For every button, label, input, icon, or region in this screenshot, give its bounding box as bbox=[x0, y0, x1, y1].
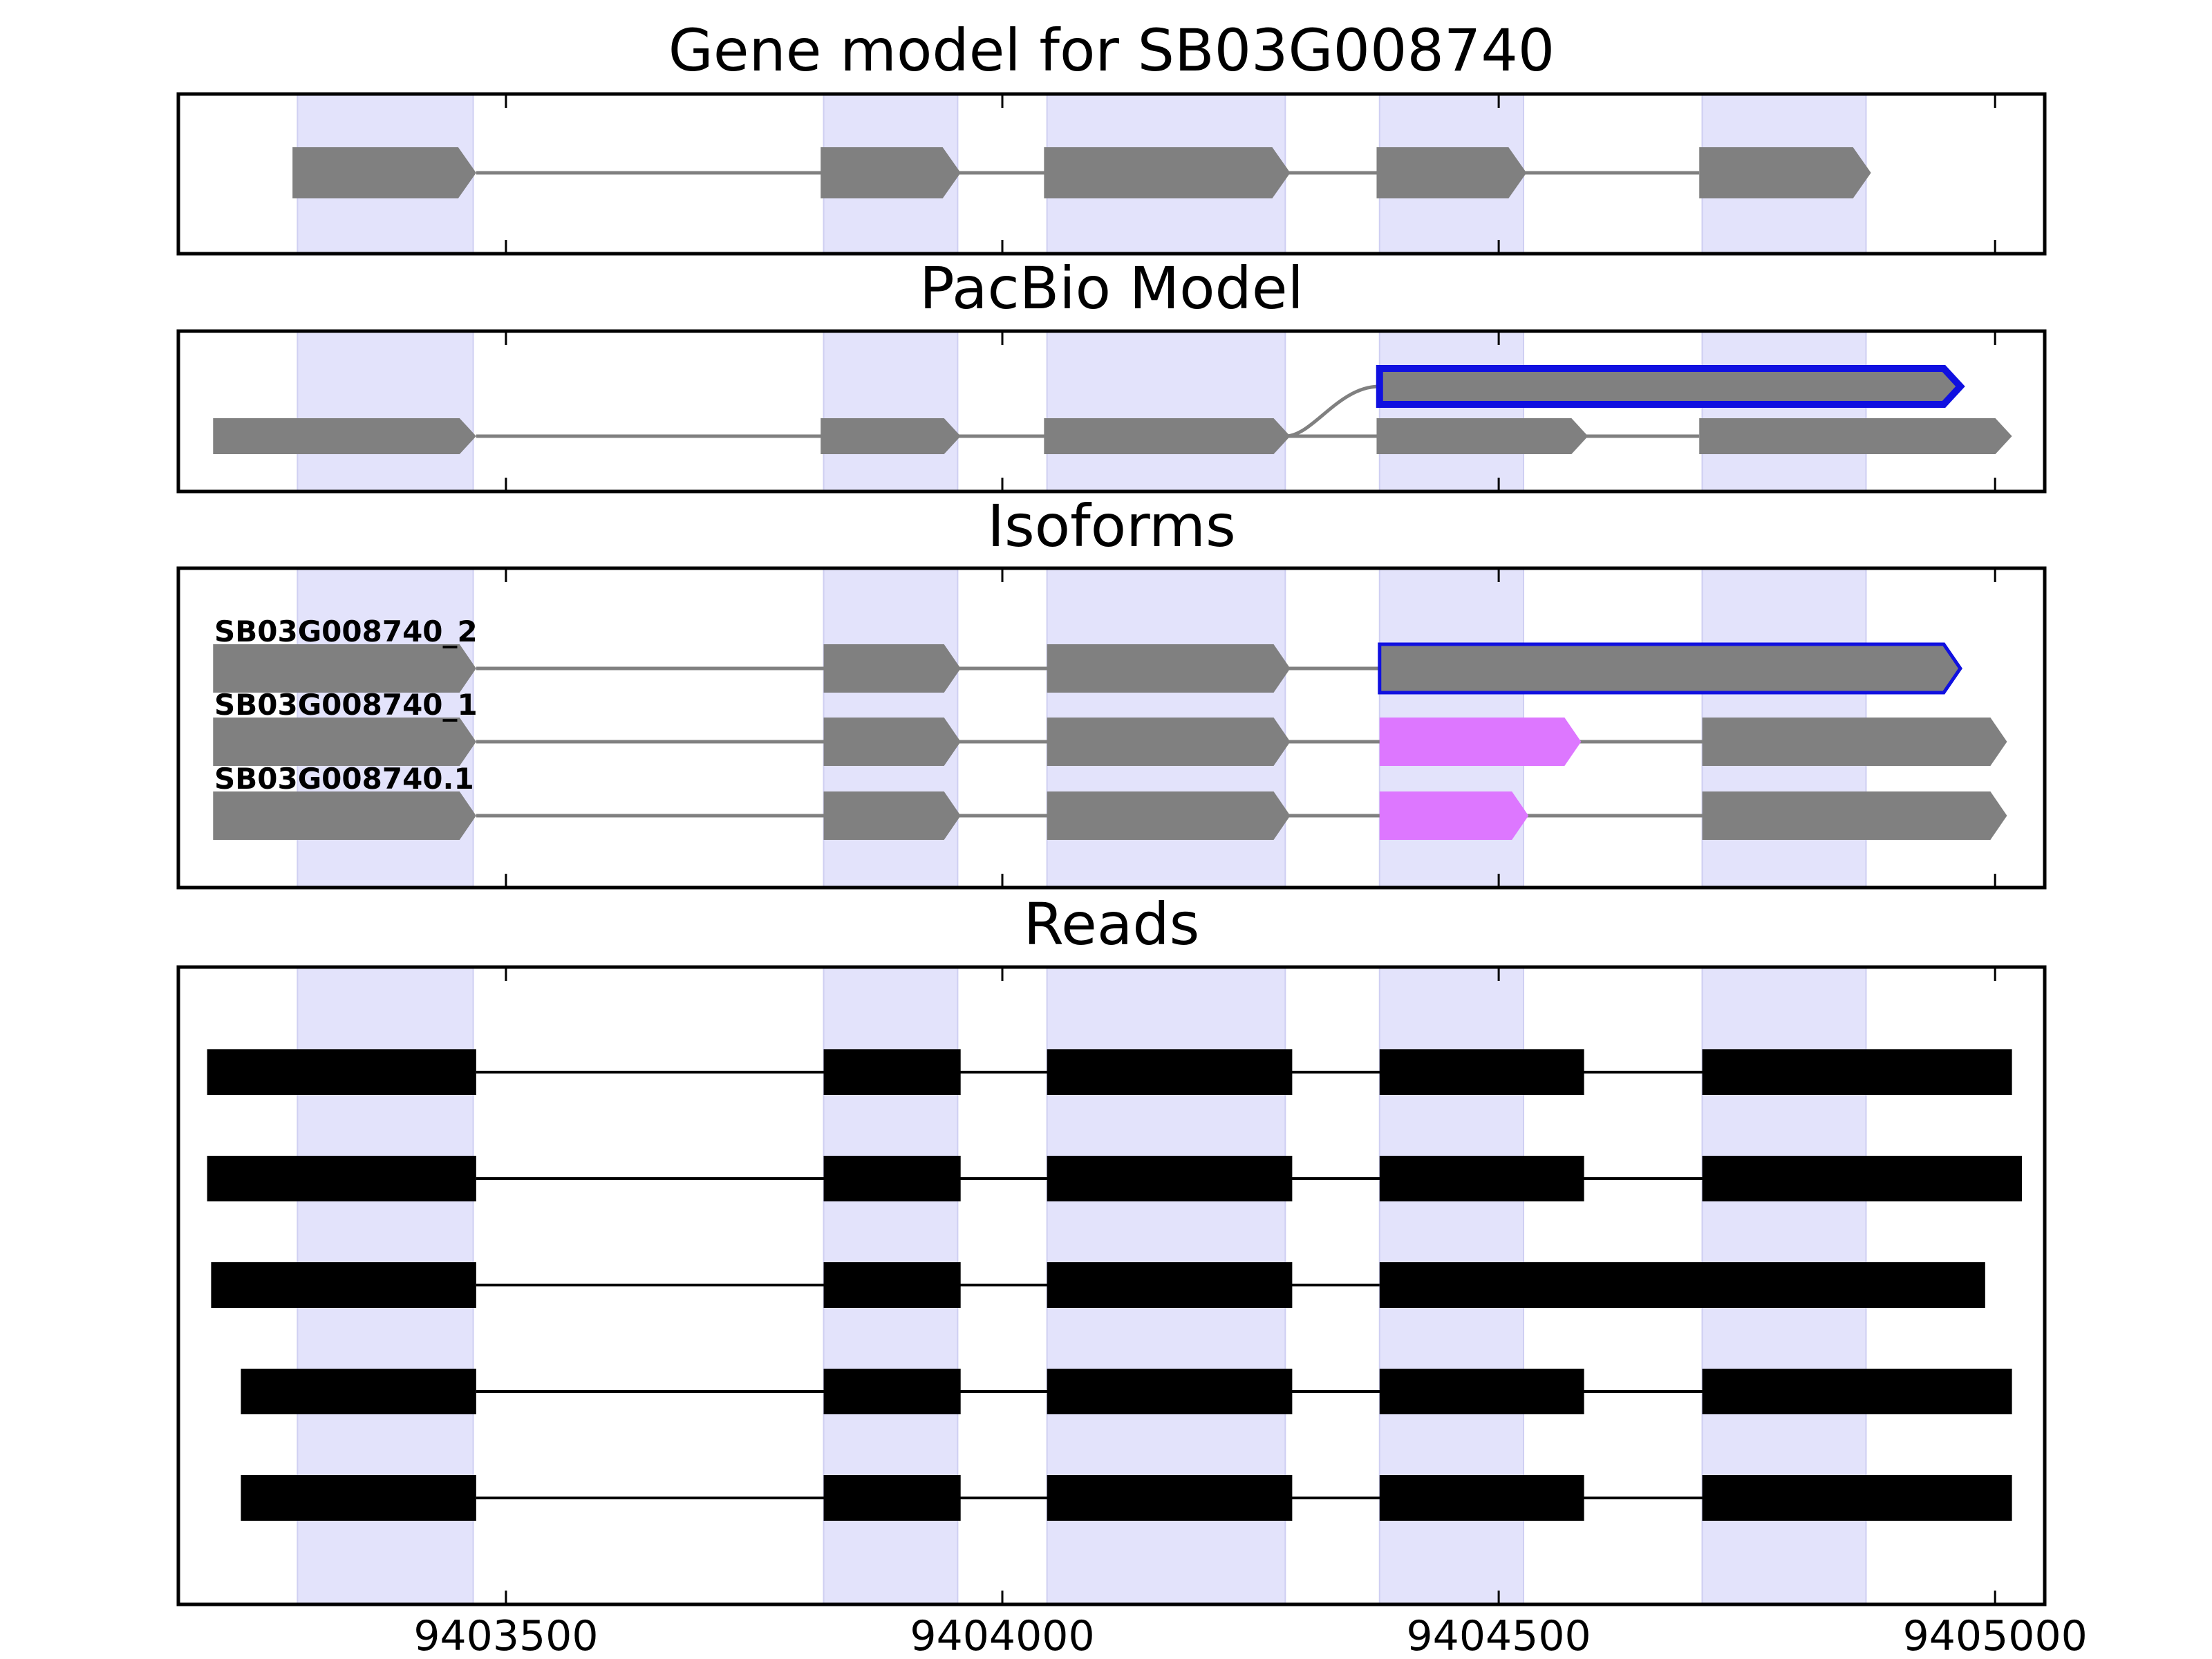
gene-model-frame bbox=[176, 92, 2047, 256]
gene-model-title: Gene model for SB03G008740 bbox=[668, 17, 1555, 84]
read-block bbox=[211, 1262, 476, 1308]
reads-panel: Reads bbox=[176, 890, 2047, 1606]
read-block bbox=[1702, 1049, 2012, 1095]
isoforms-title: Isoforms bbox=[987, 492, 1236, 560]
read-block bbox=[241, 1369, 476, 1414]
exon-band bbox=[297, 330, 474, 492]
exon-band bbox=[1378, 330, 1525, 492]
transcript-track: SB03G008740_1 bbox=[213, 688, 2007, 766]
isoforms-frame bbox=[176, 566, 2047, 890]
read-block bbox=[1702, 1369, 2012, 1414]
exon bbox=[213, 644, 476, 693]
transcript-track bbox=[292, 147, 1871, 198]
read-track bbox=[241, 1475, 2012, 1521]
reads-title: Reads bbox=[1024, 890, 1200, 958]
exon bbox=[1047, 644, 1291, 693]
exon bbox=[1376, 418, 1588, 454]
exon bbox=[1702, 718, 2007, 766]
read-track bbox=[211, 1262, 1985, 1308]
read-block bbox=[1047, 1369, 1293, 1414]
read-block bbox=[1379, 1262, 1985, 1308]
isoform-label: SB03G008740_1 bbox=[214, 688, 478, 722]
exon bbox=[1044, 147, 1291, 198]
read-block bbox=[1702, 1475, 2012, 1521]
highlight-exon bbox=[1378, 642, 1962, 695]
read-block bbox=[1702, 1156, 2022, 1201]
read-block bbox=[823, 1049, 961, 1095]
read-block bbox=[1379, 1369, 1584, 1414]
isoform-label: SB03G008740_2 bbox=[214, 615, 478, 648]
pacbio-model-frame bbox=[176, 329, 2047, 494]
exon bbox=[213, 718, 476, 766]
alt-exon bbox=[1379, 718, 1582, 766]
read-block bbox=[823, 1156, 961, 1201]
read-block bbox=[1379, 1156, 1584, 1201]
transcript-track bbox=[213, 418, 2012, 454]
highlight-exon bbox=[1376, 365, 1965, 408]
exon-band bbox=[1046, 330, 1286, 492]
read-block bbox=[241, 1475, 476, 1521]
pacbio-model-panel: PacBio Model bbox=[176, 254, 2047, 494]
read-block bbox=[207, 1156, 476, 1201]
isoforms-panel: Isoforms SB03G008740_2 SB03G008740_1 SB03G0… bbox=[176, 492, 2047, 890]
exon bbox=[1044, 418, 1291, 454]
transcript-track: SB03G008740.1 bbox=[213, 762, 2007, 840]
x-tick-label: 9403500 bbox=[413, 1612, 598, 1659]
reads-frame bbox=[176, 965, 2047, 1606]
gene-model-panel: Gene model for SB03G008740 bbox=[176, 17, 2047, 256]
exon bbox=[1699, 147, 1871, 198]
read-block bbox=[207, 1049, 476, 1095]
exon bbox=[213, 418, 476, 454]
exon-band bbox=[1701, 330, 1867, 492]
read-block bbox=[1047, 1475, 1293, 1521]
exon bbox=[1376, 147, 1527, 198]
exon bbox=[823, 644, 961, 693]
read-block bbox=[1379, 1475, 1584, 1521]
exon bbox=[823, 718, 961, 766]
exon bbox=[823, 791, 961, 840]
alt-exon bbox=[1379, 791, 1529, 840]
read-block bbox=[823, 1475, 961, 1521]
exon bbox=[1702, 791, 2007, 840]
branch-connector bbox=[1285, 384, 1380, 438]
read-track bbox=[207, 1049, 2012, 1095]
read-track bbox=[241, 1369, 2012, 1414]
exon bbox=[1047, 791, 1291, 840]
exon-band bbox=[823, 330, 959, 492]
read-track bbox=[207, 1156, 2022, 1201]
read-block bbox=[823, 1369, 961, 1414]
x-tick-label: 9404500 bbox=[1406, 1612, 1591, 1659]
transcript-track bbox=[1285, 365, 1965, 438]
isoform-label: SB03G008740.1 bbox=[214, 762, 474, 796]
read-block bbox=[1379, 1049, 1584, 1095]
exon bbox=[213, 791, 476, 840]
exon bbox=[1699, 418, 2012, 454]
exon bbox=[1047, 718, 1291, 766]
pacbio-model-title: PacBio Model bbox=[919, 254, 1304, 322]
read-block bbox=[1047, 1262, 1293, 1308]
x-tick-label: 9405000 bbox=[1903, 1612, 2088, 1659]
transcript-track: SB03G008740_2 bbox=[213, 615, 1962, 695]
read-block bbox=[1047, 1049, 1293, 1095]
x-tick-label: 9404000 bbox=[910, 1612, 1094, 1659]
read-block bbox=[823, 1262, 961, 1308]
exon bbox=[821, 418, 961, 454]
read-block bbox=[1047, 1156, 1293, 1201]
exon bbox=[292, 147, 476, 198]
exon bbox=[821, 147, 961, 198]
